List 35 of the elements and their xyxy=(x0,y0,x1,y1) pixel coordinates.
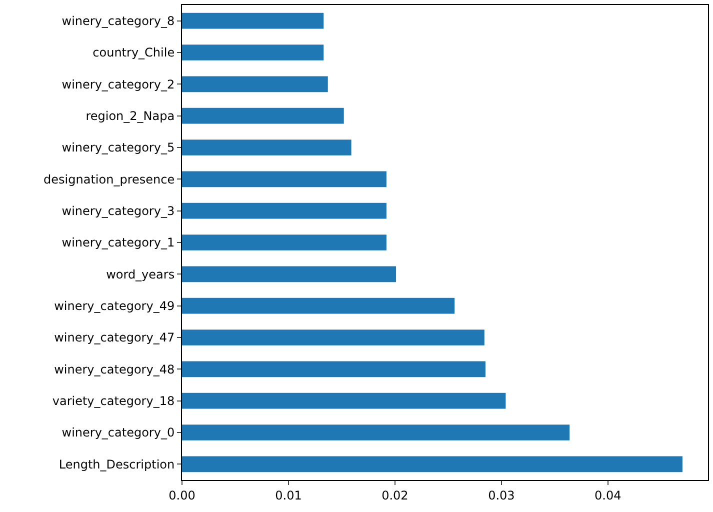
y-tick-label: word_years xyxy=(106,267,175,282)
bar xyxy=(182,44,324,60)
bar xyxy=(182,12,324,29)
bar xyxy=(182,361,486,378)
bar xyxy=(182,140,352,156)
bar xyxy=(182,392,506,409)
x-tick-label: 0.02 xyxy=(382,488,408,502)
y-tick-label: winery_category_49 xyxy=(54,299,175,314)
x-tick-label: 0.03 xyxy=(488,488,515,502)
y-tick-label: winery_category_47 xyxy=(54,330,175,345)
bar xyxy=(182,234,386,250)
y-tick-label: winery_category_0 xyxy=(62,426,175,440)
x-tick-label: 0.01 xyxy=(275,488,302,502)
bar xyxy=(182,424,570,440)
y-tick-label: winery_category_2 xyxy=(62,77,175,92)
y-tick-label: winery_category_5 xyxy=(62,140,175,155)
bar xyxy=(182,202,386,219)
x-tick-label: 0.00 xyxy=(168,488,196,502)
bar xyxy=(182,298,455,314)
y-tick-label: region_2_Napa xyxy=(86,109,175,124)
bar xyxy=(182,108,344,124)
bar xyxy=(182,266,396,282)
y-tick-label: country_Chile xyxy=(92,46,175,60)
y-tick-label: variety_category_18 xyxy=(52,394,175,408)
x-tick-label: 0.04 xyxy=(594,488,622,502)
bar xyxy=(182,456,682,472)
bar xyxy=(182,76,328,92)
y-tick-label: designation_presence xyxy=(44,172,175,186)
bar xyxy=(182,330,484,346)
y-tick-label: winery_category_1 xyxy=(62,236,175,250)
bar xyxy=(182,171,386,188)
y-tick-label: winery_category_8 xyxy=(62,14,175,28)
y-tick-label: winery_category_48 xyxy=(54,362,175,376)
y-tick-label: winery_category_3 xyxy=(62,204,175,218)
y-tick-label: Length_Description xyxy=(58,457,175,472)
